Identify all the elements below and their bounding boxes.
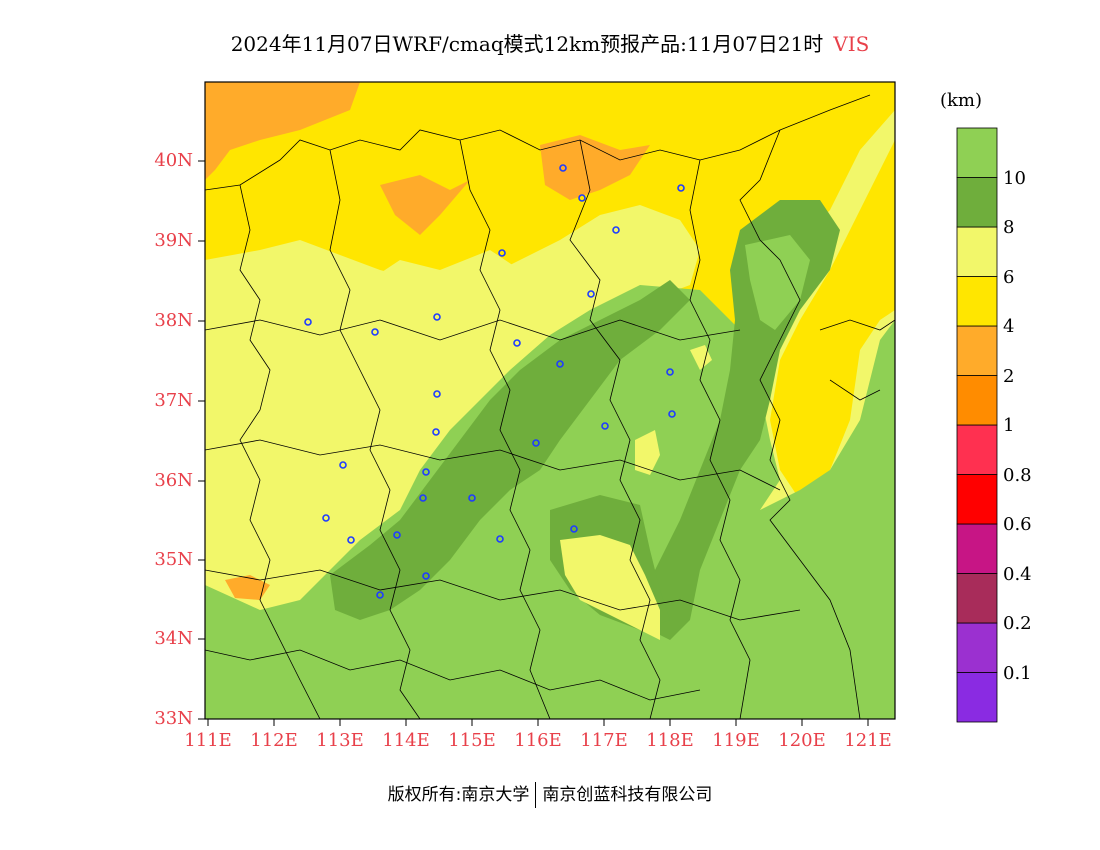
region-vis-4-6-east [770,140,895,500]
region-vis-2-4-north [380,175,470,235]
colorbar-label-0-6: 0.6 [1003,514,1032,535]
colorbar-swatch [956,375,998,426]
lon-label-111e: 111E [184,730,232,751]
region-vis-2-4-ne [540,135,650,200]
colorbar-swatch [956,276,998,327]
city-marker [532,439,540,447]
colorbar-label-4: 4 [1003,316,1015,337]
region-vis-above-10-east-core [745,235,810,330]
lat-label-36n: 36N [154,470,193,491]
title-variable: VIS [833,32,870,56]
colorbar-label-10: 10 [1003,168,1026,189]
axis-ticks [198,160,869,726]
colorbar-label-0-1: 0.1 [1003,663,1032,684]
colorbar-swatch [956,177,998,228]
boundary-lines [205,94,895,719]
lat-label-34n: 34N [154,628,193,649]
colorbar-label-0-4: 0.4 [1003,564,1032,585]
city-marker [587,290,595,298]
city-marker [498,249,506,257]
city-marker [496,535,504,543]
region-vis-6-8-pocket-south [560,535,660,640]
colorbar-label-0-2: 0.2 [1003,613,1032,634]
city-marker [556,360,564,368]
footer: 版权所有:南京大学 南京创蓝科技有限公司 [0,780,1100,808]
city-marker [601,422,609,430]
city-marker [468,494,476,502]
city-marker [559,164,567,172]
lon-label-121e: 121E [844,730,892,751]
map-title: 2024年11月07日WRF/cmaq模式12km预报产品:11月07日21时 V… [0,28,1100,57]
city-marker [339,461,347,469]
footer-separator [535,782,537,808]
title-main: 2024年11月07日WRF/cmaq模式12km预报产品:11月07日21时 [230,32,824,56]
city-marker [347,536,355,544]
city-marker [322,514,330,522]
lon-label-113e: 113E [316,730,364,751]
colorbar-label-2: 2 [1003,366,1015,387]
lon-label-117e: 117E [580,730,628,751]
city-marker [677,184,685,192]
colorbar-swatch [956,474,998,525]
colorbar-swatch [956,226,998,277]
colorbar-swatch [956,672,998,723]
city-marker [422,572,430,580]
lat-label-40n: 40N [154,150,193,171]
region-vis-2-4-sw [225,575,270,600]
lon-label-118e: 118E [646,730,694,751]
region-vis-6-8-pocket-mid [635,430,660,475]
region-vis-2-4-nw [205,82,360,180]
footer-company: 南京创蓝科技有限公司 [542,785,713,805]
lat-label-38n: 38N [154,310,193,331]
colorbar-swatch [956,573,998,624]
lat-label-33n: 33N [154,708,193,729]
colorbar-label-8: 8 [1003,217,1015,238]
city-marker [513,339,521,347]
colorbar-swatch [956,127,998,178]
lat-label-39n: 39N [154,230,193,251]
lon-label-119e: 119E [712,730,760,751]
lon-label-116e: 116E [514,730,562,751]
map-fill-layer [205,82,895,719]
colorbar [956,127,998,723]
colorbar-label-6: 6 [1003,267,1015,288]
region-vis-4-6-north [205,82,895,500]
colorbar-label-1: 1 [1003,415,1015,436]
lon-label-115e: 115E [448,730,496,751]
colorbar-swatch [956,523,998,574]
city-marker [433,313,441,321]
city-marker [376,591,384,599]
region-vis-6-8-pocket-east [690,345,712,370]
footer-copyright: 版权所有:南京大学 [387,785,530,805]
city-marker [668,410,676,418]
lon-label-120e: 120E [778,730,826,751]
city-marker [422,468,430,476]
city-marker [433,390,441,398]
colorbar-swatch [956,622,998,673]
city-marker [612,226,620,234]
city-marker [304,318,312,326]
city-markers [304,164,685,599]
lon-label-114e: 114E [382,730,430,751]
lon-label-112e: 112E [250,730,298,751]
region-vis-6-8-band [205,205,700,575]
city-marker [419,494,427,502]
colorbar-swatch [956,424,998,475]
city-marker [393,531,401,539]
colorbar-label-0-8: 0.8 [1003,465,1032,486]
city-marker [578,194,586,202]
city-marker [371,328,379,336]
colorbar-unit: (km) [940,90,983,111]
city-marker [666,368,674,376]
city-marker [570,525,578,533]
city-marker [432,428,440,436]
lat-label-35n: 35N [154,549,193,570]
lat-label-37n: 37N [154,390,193,411]
colorbar-swatch [956,325,998,376]
